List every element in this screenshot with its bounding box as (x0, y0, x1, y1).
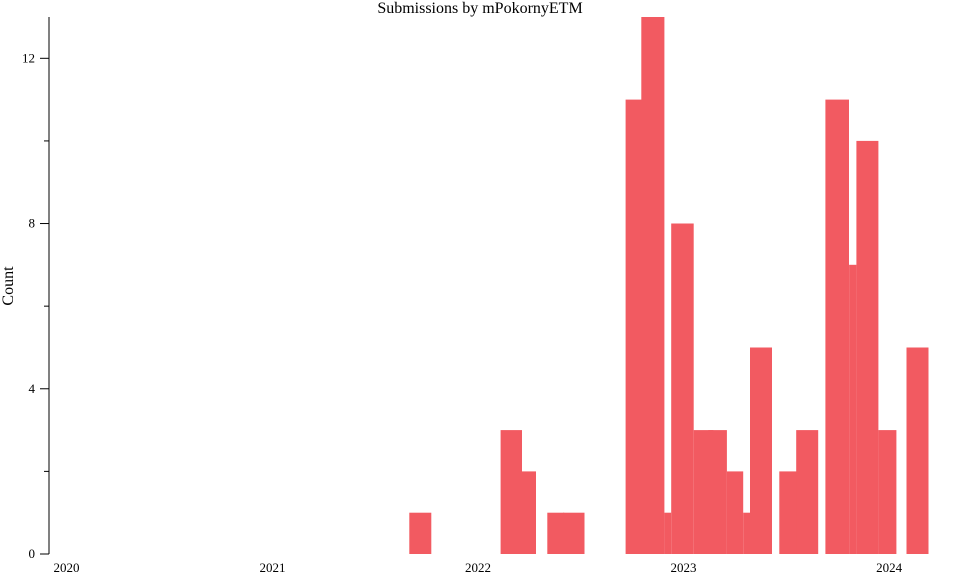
bar-19 (856, 140, 879, 554)
bar-1 (409, 512, 432, 554)
bars-group (409, 17, 929, 554)
y-axis: 0 4 8 12 (22, 17, 50, 561)
bar-21 (906, 347, 929, 554)
y-tick-label-8: 8 (29, 216, 36, 231)
x-axis: 2020 2021 2022 2023 2024 (54, 560, 903, 575)
bar-12 (726, 471, 744, 554)
x-tick-label-2021: 2021 (260, 560, 286, 575)
bar-17 (825, 99, 849, 554)
bar-13 (743, 512, 752, 554)
bar-9 (671, 223, 694, 554)
bar-7 (641, 17, 665, 554)
bar-4 (547, 512, 565, 554)
x-tick-label-2023: 2023 (671, 560, 697, 575)
bar-8 (664, 512, 672, 554)
y-tick-label-0: 0 (29, 546, 36, 561)
bar-2 (500, 430, 522, 554)
chart-title: Submissions by mPokornyETM (377, 0, 582, 17)
y-tick-label-12: 12 (22, 50, 35, 65)
bar-15 (779, 471, 798, 554)
bar-6 (625, 99, 644, 554)
bar-3 (520, 471, 536, 554)
x-tick-label-2022: 2022 (465, 560, 491, 575)
x-tick-label-2024: 2024 (876, 560, 903, 575)
bar-16 (796, 430, 819, 554)
x-tick-label-2020: 2020 (54, 560, 80, 575)
bar-20 (878, 430, 897, 554)
y-axis-label: Count (0, 266, 17, 306)
bar-14 (750, 347, 772, 554)
y-tick-label-4: 4 (29, 381, 36, 396)
bar-11 (708, 430, 727, 554)
bar-5 (563, 512, 585, 554)
bar-18 (849, 264, 857, 554)
